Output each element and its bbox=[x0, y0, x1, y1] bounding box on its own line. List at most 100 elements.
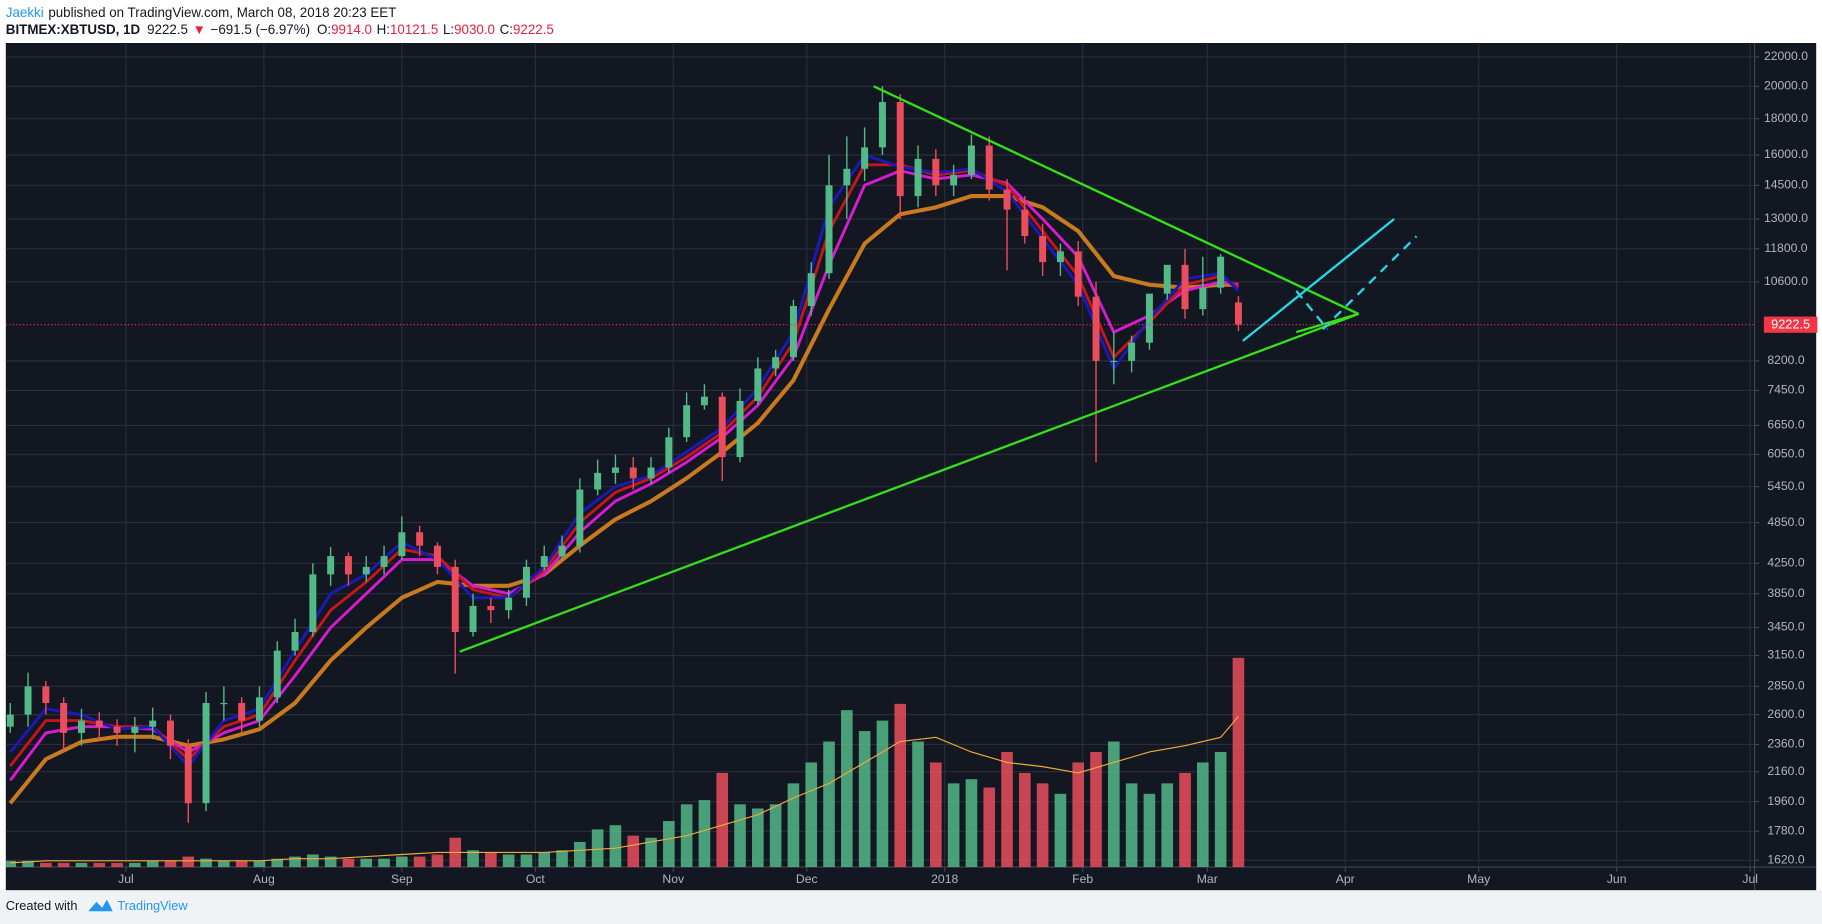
volume-bar bbox=[307, 854, 319, 868]
y-tick-label: 3450.0 bbox=[1767, 620, 1804, 634]
candle-body bbox=[647, 467, 655, 479]
volume-bar bbox=[485, 852, 497, 868]
volume-bar bbox=[1019, 772, 1031, 868]
footer-brand[interactable]: TradingView bbox=[117, 898, 188, 913]
volume-bar bbox=[947, 783, 960, 868]
candle-body bbox=[202, 702, 210, 804]
volume-bar bbox=[752, 808, 764, 868]
volume-bar bbox=[627, 835, 640, 868]
candle-body bbox=[540, 556, 548, 567]
candle-body bbox=[825, 185, 833, 274]
x-tick-label: Oct bbox=[526, 872, 546, 886]
volume-bar bbox=[57, 862, 70, 868]
y-tick-label: 6050.0 bbox=[1767, 447, 1804, 461]
candle-body bbox=[469, 605, 477, 633]
volume-bar bbox=[591, 829, 604, 868]
axes: 22000.0 20000.0 18000.0 16000.0 14500.0 13000… bbox=[118, 49, 1818, 886]
candle-body bbox=[416, 532, 424, 546]
candle-body bbox=[362, 566, 370, 575]
candle-body bbox=[1039, 235, 1047, 263]
y-tick-label: 1620.0 bbox=[1767, 853, 1804, 867]
x-tick-label: Jun bbox=[1607, 872, 1627, 886]
volume-bar bbox=[1108, 741, 1120, 868]
ohlc-key: H: bbox=[377, 22, 390, 37]
ohlc-key: O: bbox=[317, 22, 331, 37]
volume-bar bbox=[716, 772, 729, 868]
candle-body bbox=[60, 702, 68, 733]
candle-body bbox=[166, 720, 174, 746]
ohlc-value: 10121.5 bbox=[390, 22, 438, 37]
volume-bar bbox=[1072, 762, 1085, 868]
volume-bar bbox=[378, 858, 390, 868]
x-tick-label: Jul bbox=[118, 872, 134, 886]
volume-bar bbox=[1161, 783, 1174, 868]
volume-bar bbox=[876, 720, 889, 868]
x-tick-label: Nov bbox=[662, 872, 685, 886]
volume-bar bbox=[75, 862, 88, 868]
volume-bar bbox=[182, 856, 195, 868]
ohlc-value: 9222.5 bbox=[513, 22, 554, 37]
volume-bar bbox=[841, 710, 853, 868]
volume-bar bbox=[1197, 762, 1209, 868]
volume-bar bbox=[93, 862, 106, 868]
candle-body bbox=[1074, 251, 1082, 297]
candle-body bbox=[1056, 251, 1064, 263]
candle-body bbox=[1163, 264, 1171, 294]
candle-body bbox=[1234, 302, 1242, 325]
volume-bar bbox=[324, 856, 337, 868]
candle-body bbox=[629, 467, 637, 479]
x-tick-label: 2018 bbox=[931, 872, 958, 886]
candle-body bbox=[914, 158, 922, 197]
volume-bar bbox=[1143, 793, 1156, 868]
y-tick-label: 1780.0 bbox=[1767, 824, 1804, 838]
y-tick-label: 3150.0 bbox=[1767, 648, 1804, 662]
candle-body bbox=[42, 686, 50, 703]
ohlc-value: 9030.0 bbox=[454, 22, 495, 37]
candle-body bbox=[1199, 287, 1207, 310]
volume-bar bbox=[1054, 793, 1067, 868]
volume-bar bbox=[342, 858, 355, 868]
candle-body bbox=[327, 556, 335, 575]
volume-bar bbox=[235, 860, 248, 868]
candle-body bbox=[344, 556, 352, 575]
y-tick-label: 4250.0 bbox=[1767, 555, 1804, 569]
y-tick-label: 2360.0 bbox=[1767, 737, 1804, 751]
y-tick-label: 8200.0 bbox=[1767, 353, 1804, 367]
candle-body bbox=[24, 686, 32, 715]
candle-body bbox=[309, 574, 317, 633]
y-tick-label: 1960.0 bbox=[1767, 794, 1804, 808]
candle-body bbox=[1021, 209, 1029, 236]
y-tick-label: 6650.0 bbox=[1767, 418, 1804, 432]
tradingview-logo[interactable] bbox=[88, 899, 113, 912]
ohlc-key: L: bbox=[443, 22, 454, 37]
volume-bar bbox=[698, 800, 711, 868]
trend-line bbox=[1242, 218, 1395, 342]
footer-background bbox=[0, 890, 1822, 924]
volume-bar bbox=[129, 862, 141, 868]
candle-body bbox=[665, 437, 673, 468]
candle-body bbox=[238, 702, 246, 721]
volume-bar bbox=[1179, 772, 1191, 868]
y-tick-label: 5450.0 bbox=[1767, 479, 1804, 493]
volume-bar bbox=[734, 804, 746, 868]
volume-bar bbox=[769, 804, 782, 868]
volume-bar bbox=[645, 837, 657, 868]
volume-bar bbox=[22, 860, 34, 868]
volume-bar bbox=[858, 731, 871, 868]
candle-body bbox=[220, 702, 228, 705]
y-tick-label: 3850.0 bbox=[1767, 586, 1804, 600]
y-tick-label: 2600.0 bbox=[1767, 707, 1804, 721]
candle-body bbox=[149, 720, 157, 727]
candle-body bbox=[772, 357, 780, 369]
moving-average-line bbox=[8, 194, 1239, 805]
author-link[interactable]: Jaekki bbox=[6, 4, 44, 19]
volume-bar bbox=[146, 860, 159, 868]
candle-body bbox=[843, 168, 851, 186]
y-tick-label: 7450.0 bbox=[1767, 383, 1804, 397]
y-tick-label: 14500.0 bbox=[1764, 178, 1808, 192]
moving-average-line bbox=[9, 169, 1239, 782]
candle-body bbox=[113, 726, 121, 733]
candle-body bbox=[967, 145, 975, 175]
candle-body bbox=[1181, 264, 1189, 310]
